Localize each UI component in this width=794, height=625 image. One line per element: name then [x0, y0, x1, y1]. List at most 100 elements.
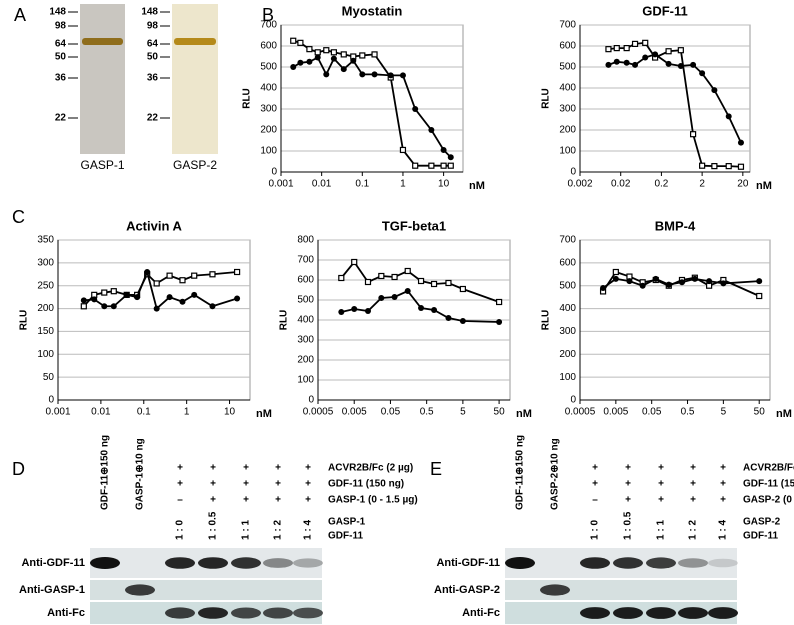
mw-marker: 64 — [55, 39, 67, 50]
marker — [706, 278, 713, 285]
marker — [639, 282, 646, 289]
chart-title: Activin A — [126, 218, 182, 233]
x-tick-label: 0.001 — [268, 179, 293, 190]
panel-label: A — [14, 5, 26, 25]
marker — [364, 308, 371, 314]
y-axis-label: RLU — [541, 88, 552, 109]
y-tick-label: 200 — [260, 125, 277, 136]
x-axis-label: nM — [756, 180, 772, 192]
marker — [110, 303, 117, 310]
marker — [399, 146, 407, 154]
band — [198, 607, 228, 619]
marker — [447, 154, 454, 161]
marker — [290, 37, 297, 44]
condition-mark: + — [275, 479, 281, 490]
band — [263, 558, 293, 568]
series-line — [292, 39, 451, 167]
marker — [430, 280, 438, 288]
y-tick-label: 600 — [559, 41, 576, 52]
marker — [699, 70, 706, 77]
marker — [404, 267, 411, 275]
blot-label: Anti-GDF-11 — [436, 557, 500, 569]
marker — [623, 44, 630, 52]
blot-label: Anti-GDF-11 — [21, 557, 85, 569]
marker — [440, 146, 447, 153]
marker — [626, 278, 633, 285]
band — [646, 607, 676, 619]
ratio-label: 1 : 0.5 — [208, 511, 219, 540]
x-axis-label: nM — [469, 180, 485, 192]
y-tick-label: 100 — [260, 146, 277, 157]
marker — [699, 162, 706, 169]
x-tick-label: 10 — [224, 407, 236, 418]
mw-marker: 98 — [147, 21, 159, 32]
marker — [191, 272, 198, 279]
x-tick-label: 0.001 — [45, 407, 70, 418]
marker — [306, 46, 313, 53]
condition-label: GDF-11 (150 ng) — [328, 479, 404, 490]
marker — [632, 61, 639, 68]
marker — [412, 106, 419, 112]
x-tick-label: 0.002 — [567, 179, 592, 190]
marker — [495, 298, 503, 306]
ratio-label: 1 : 0 — [175, 520, 186, 540]
marker — [371, 51, 378, 58]
marker — [209, 303, 216, 310]
condition-mark: + — [658, 463, 664, 474]
x-tick-label: 50 — [494, 407, 506, 418]
marker — [725, 113, 732, 120]
x-tick-label: 0.1 — [355, 179, 369, 190]
x-tick-label: 0.05 — [381, 407, 401, 418]
ratio-legend: GASP-2 — [743, 517, 781, 528]
condition-mark: + — [625, 463, 631, 474]
condition-mark: + — [243, 479, 249, 490]
marker — [605, 46, 612, 53]
y-tick-label: 400 — [559, 303, 576, 314]
mw-marker: 22 — [147, 113, 159, 124]
marker — [711, 87, 718, 94]
mw-marker: 64 — [147, 39, 159, 50]
x-tick-label: 0.0005 — [565, 407, 596, 418]
y-tick-label: 100 — [559, 372, 576, 383]
panel-label: E — [430, 459, 442, 479]
condition-mark: + — [625, 479, 631, 490]
y-tick-label: 600 — [559, 257, 576, 268]
x-tick-label: 0.0005 — [303, 407, 334, 418]
marker — [314, 49, 321, 56]
y-tick-label: 250 — [37, 280, 54, 291]
mw-marker: 22 — [55, 113, 67, 124]
condition-mark: + — [690, 495, 696, 506]
gel-lane — [172, 4, 218, 154]
plot-frame — [579, 239, 771, 401]
marker — [711, 163, 718, 170]
marker — [80, 297, 87, 304]
marker — [652, 51, 659, 58]
band — [125, 584, 155, 596]
band — [198, 557, 228, 569]
marker — [737, 139, 744, 146]
marker — [677, 47, 684, 54]
x-tick-label: 10 — [438, 179, 450, 190]
x-tick-label: 20 — [737, 179, 749, 190]
marker — [665, 48, 672, 55]
condition-mark: + — [592, 479, 598, 490]
marker — [459, 318, 466, 324]
marker — [351, 306, 358, 312]
y-tick-label: 0 — [570, 395, 576, 406]
marker — [323, 71, 330, 78]
marker — [665, 281, 672, 288]
condition-mark: + — [658, 479, 664, 490]
lane-label: GASP-1⊕10 ng — [135, 438, 146, 510]
lane-label: GASP-2⊕10 ng — [550, 438, 561, 510]
condition-mark: + — [720, 495, 726, 506]
x-tick-label: 2 — [699, 179, 705, 190]
mw-marker: 36 — [55, 73, 67, 84]
x-tick-label: 0.5 — [420, 407, 434, 418]
condition-mark: + — [305, 495, 311, 506]
condition-mark: + — [625, 495, 631, 506]
condition-mark: + — [690, 463, 696, 474]
condition-mark: + — [243, 495, 249, 506]
marker — [642, 39, 649, 46]
marker — [445, 315, 452, 321]
condition-label: GASP-1 (0 - 1.5 µg) — [328, 495, 418, 506]
